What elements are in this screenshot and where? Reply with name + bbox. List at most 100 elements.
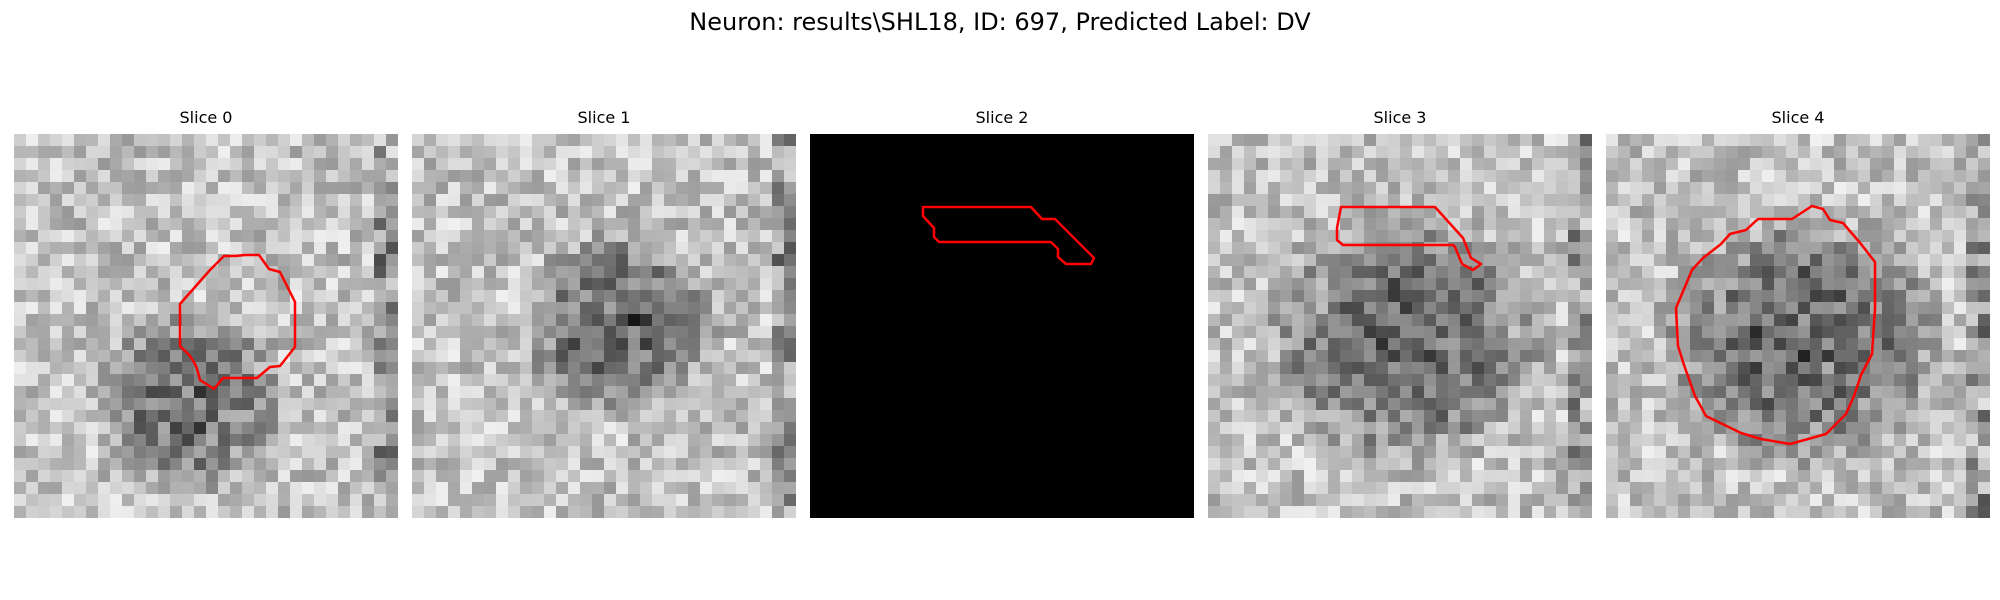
- image-pixel: [230, 134, 243, 147]
- image-pixel: [1822, 290, 1835, 303]
- image-pixel: [1134, 158, 1147, 171]
- image-pixel: [326, 278, 339, 291]
- image-pixel: [1364, 410, 1377, 423]
- image-pixel: [302, 374, 315, 387]
- image-pixel: [26, 134, 39, 147]
- image-pixel: [472, 170, 485, 183]
- image-pixel: [1256, 326, 1269, 339]
- image-pixel: [810, 398, 823, 411]
- image-pixel: [1170, 434, 1183, 447]
- image-pixel: [194, 506, 207, 518]
- image-pixel: [1630, 422, 1643, 435]
- image-pixel: [1918, 158, 1931, 171]
- image-pixel: [412, 482, 425, 495]
- image-pixel: [436, 266, 449, 279]
- image-pixel: [1532, 398, 1545, 411]
- image-pixel: [870, 482, 883, 495]
- image-pixel: [14, 314, 27, 327]
- image-pixel: [1930, 230, 1943, 243]
- image-pixel: [1690, 458, 1703, 471]
- image-pixel: [1460, 410, 1473, 423]
- image-pixel: [496, 314, 509, 327]
- image-pixel: [1580, 458, 1592, 471]
- image-pixel: [966, 194, 979, 207]
- image-pixel: [1146, 362, 1159, 375]
- image-pixel: [1942, 158, 1955, 171]
- image-pixel: [784, 302, 796, 315]
- image-pixel: [62, 374, 75, 387]
- image-pixel: [736, 422, 749, 435]
- image-pixel: [1472, 290, 1485, 303]
- image-pixel: [74, 494, 87, 507]
- image-pixel: [146, 314, 159, 327]
- image-pixel: [194, 470, 207, 483]
- image-pixel: [1870, 326, 1883, 339]
- image-pixel: [1532, 194, 1545, 207]
- image-pixel: [436, 482, 449, 495]
- image-pixel: [1774, 134, 1787, 147]
- image-pixel: [1484, 170, 1497, 183]
- image-pixel: [1520, 266, 1533, 279]
- image-pixel: [460, 386, 473, 399]
- image-pixel: [412, 206, 425, 219]
- image-pixel: [218, 278, 231, 291]
- image-pixel: [350, 290, 363, 303]
- image-pixel: [1110, 290, 1123, 303]
- image-pixel: [556, 278, 569, 291]
- image-pixel: [1316, 290, 1329, 303]
- image-pixel: [1026, 194, 1039, 207]
- image-pixel: [302, 254, 315, 267]
- image-pixel: [1244, 422, 1257, 435]
- image-pixel: [1580, 362, 1592, 375]
- image-pixel: [1954, 350, 1967, 363]
- image-pixel: [1618, 398, 1631, 411]
- image-pixel: [1436, 218, 1449, 231]
- image-pixel: [1618, 158, 1631, 171]
- image-pixel: [302, 290, 315, 303]
- image-pixel: [592, 158, 605, 171]
- image-pixel: [1256, 266, 1269, 279]
- image-pixel: [616, 482, 629, 495]
- image-pixel: [822, 134, 835, 147]
- image-pixel: [86, 362, 99, 375]
- image-pixel: [1002, 170, 1015, 183]
- image-pixel: [676, 266, 689, 279]
- image-pixel: [350, 266, 363, 279]
- image-pixel: [1182, 230, 1194, 243]
- image-pixel: [1798, 230, 1811, 243]
- image-pixel: [1280, 314, 1293, 327]
- image-pixel: [1580, 302, 1592, 315]
- image-pixel: [484, 314, 497, 327]
- image-pixel: [1942, 254, 1955, 267]
- image-pixel: [544, 146, 557, 159]
- image-pixel: [784, 362, 796, 375]
- image-pixel: [424, 134, 437, 147]
- image-pixel: [1412, 230, 1425, 243]
- image-pixel: [74, 482, 87, 495]
- image-pixel: [990, 362, 1003, 375]
- image-pixel: [1268, 446, 1281, 459]
- image-pixel: [1146, 398, 1159, 411]
- image-pixel: [700, 350, 713, 363]
- image-pixel: [1038, 242, 1051, 255]
- image-pixel: [1762, 170, 1775, 183]
- image-pixel: [1340, 470, 1353, 483]
- image-pixel: [1424, 290, 1437, 303]
- image-pixel: [532, 386, 545, 399]
- image-pixel: [412, 278, 425, 291]
- image-pixel: [1966, 242, 1979, 255]
- image-pixel: [568, 170, 581, 183]
- image-pixel: [1170, 422, 1183, 435]
- image-pixel: [1798, 278, 1811, 291]
- image-pixel: [1666, 218, 1679, 231]
- image-pixel: [1484, 386, 1497, 399]
- image-pixel: [1666, 158, 1679, 171]
- image-pixel: [556, 434, 569, 447]
- image-pixel: [712, 254, 725, 267]
- image-pixel: [652, 218, 665, 231]
- image-pixel: [1400, 494, 1413, 507]
- image-pixel: [604, 350, 617, 363]
- image-pixel: [966, 434, 979, 447]
- image-pixel: [424, 290, 437, 303]
- image-pixel: [1388, 470, 1401, 483]
